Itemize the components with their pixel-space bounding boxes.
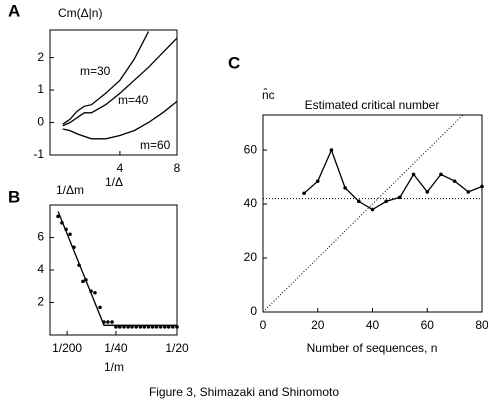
- data-point: [370, 207, 375, 212]
- series-line: [303, 148, 483, 211]
- data-point: [68, 232, 72, 237]
- data-point: [480, 184, 484, 189]
- y-tick-label: 40: [244, 196, 258, 210]
- data-point: [134, 325, 139, 329]
- series-label: m=60: [140, 138, 171, 152]
- data-point: [357, 199, 361, 204]
- y-tick-label: 20: [244, 250, 258, 264]
- data-point: [130, 325, 134, 329]
- x-tick-label: 40: [366, 318, 380, 332]
- y-tick-label: 0: [37, 115, 44, 129]
- y-tick-label: 2: [37, 50, 44, 64]
- data-point: [56, 214, 60, 219]
- x-axis-label: 1/Δ: [105, 175, 123, 189]
- chart-title: Estimated critical number: [305, 98, 440, 112]
- data-point: [98, 305, 102, 310]
- panel-label: A: [8, 1, 20, 20]
- x-tick-label: 1/40: [104, 341, 128, 355]
- y-axis-label: Cm(Δ|n): [58, 6, 102, 20]
- data-point: [411, 172, 416, 177]
- y-tick-label: -1: [33, 147, 44, 161]
- data-point: [126, 325, 130, 329]
- y-tick-label: 6: [37, 230, 44, 244]
- plot-frame: [49, 29, 178, 156]
- data-point: [158, 325, 163, 329]
- data-point: [142, 325, 147, 329]
- series-label: m=30: [80, 64, 111, 78]
- series-line: [62, 37, 178, 127]
- y-axis-label: 1/Δm: [56, 183, 84, 197]
- x-tick-label: 1/20: [165, 341, 189, 355]
- data-point: [122, 325, 126, 329]
- series-line: [62, 31, 150, 125]
- data-point: [175, 325, 179, 329]
- y-tick-label: 1: [37, 82, 44, 96]
- data-point: [315, 179, 320, 183]
- data-point: [466, 190, 471, 194]
- data-point: [118, 325, 122, 329]
- x-tick-label: 4: [117, 161, 124, 175]
- y-axis-label: n̂c: [262, 87, 275, 102]
- data-point: [154, 325, 159, 329]
- data-point: [146, 325, 151, 329]
- data-point: [329, 148, 334, 152]
- y-tick-label: 60: [244, 142, 258, 156]
- data-point: [93, 290, 97, 295]
- data-point: [398, 195, 402, 200]
- data-point: [150, 325, 155, 329]
- data-point: [138, 325, 143, 329]
- x-tick-label: 8: [174, 161, 181, 175]
- data-point: [81, 279, 85, 284]
- data-point: [452, 179, 457, 183]
- x-axis-label: Number of sequences, n: [307, 341, 438, 355]
- data-point: [171, 325, 175, 329]
- series-label: m=40: [118, 93, 149, 107]
- data-point: [425, 190, 430, 194]
- panel-label: C: [228, 53, 240, 72]
- x-axis-label: 1/m: [104, 360, 124, 374]
- data-point: [162, 325, 167, 329]
- series-line: [57, 211, 177, 326]
- y-tick-label: 0: [250, 304, 257, 318]
- data-point: [384, 199, 388, 204]
- y-tick-label: 2: [37, 295, 44, 309]
- x-tick-label: 20: [311, 318, 325, 332]
- data-point: [302, 191, 306, 196]
- x-tick-label: 80: [475, 318, 488, 332]
- panel-label: B: [8, 187, 20, 206]
- data-point: [343, 186, 347, 190]
- data-point: [114, 325, 118, 329]
- x-tick-label: 0: [260, 318, 267, 332]
- series-line: [62, 100, 178, 140]
- data-point: [166, 325, 171, 329]
- y-tick-label: 4: [37, 262, 44, 276]
- caption: Figure 3, Shimazaki and Shinomoto: [149, 385, 339, 399]
- x-tick-label: 1/200: [52, 341, 82, 355]
- x-tick-label: 60: [421, 318, 435, 332]
- data-point: [106, 320, 110, 324]
- data-point: [439, 172, 443, 177]
- data-point: [110, 320, 114, 324]
